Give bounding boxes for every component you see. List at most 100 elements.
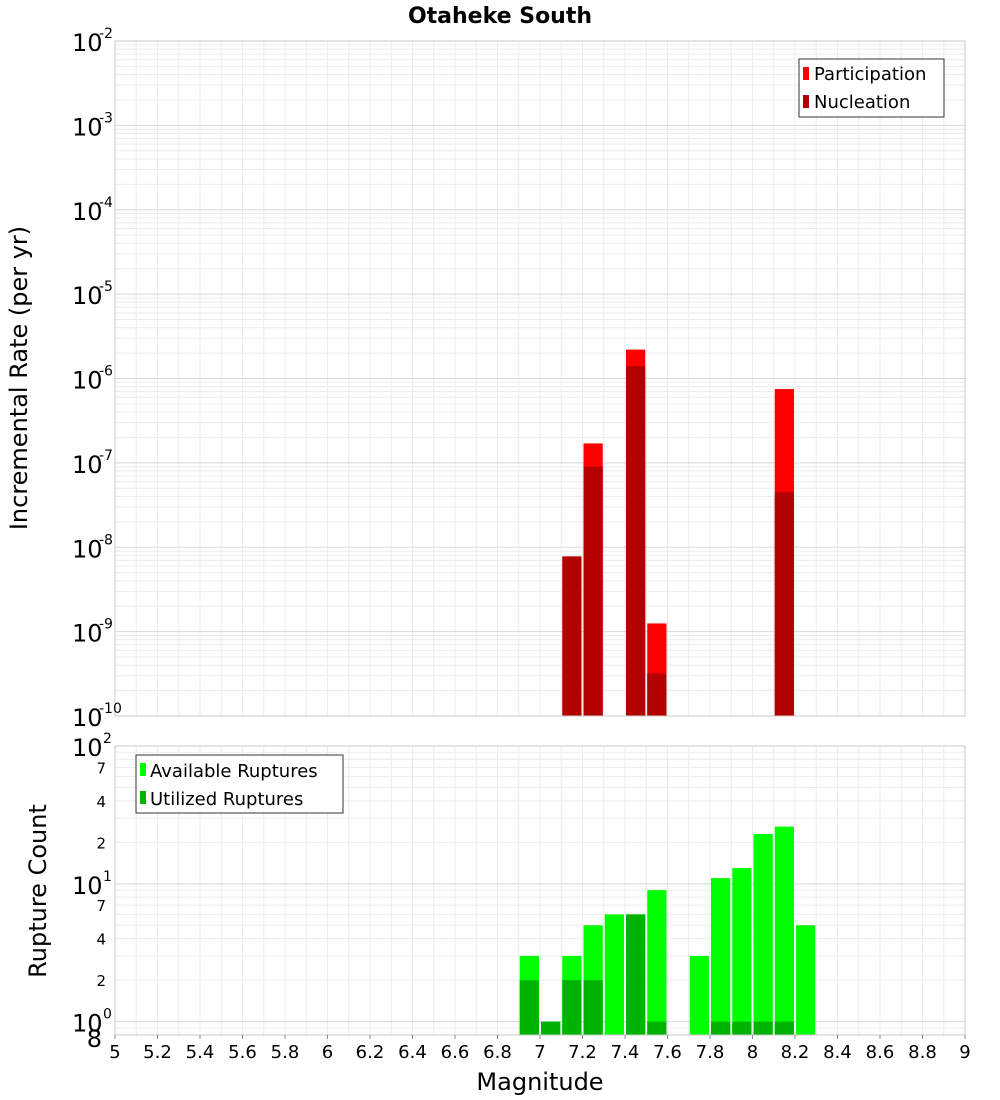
count-y-axis-label: Rupture Count — [24, 804, 52, 978]
x-tick-label: 8 — [747, 1042, 758, 1063]
count-bars — [519, 826, 816, 1035]
rate-y-tick-exponent: -6 — [99, 364, 113, 380]
legend-swatch-available — [140, 763, 146, 776]
x-ticks: 5 5.2 5.4 5.6 5.8 6 6.2 6.4 6.6 6.8 7 7.2 7.4 7.6 7.8 8… — [109, 1035, 971, 1063]
x-tick-label: 5.4 — [186, 1042, 215, 1063]
count-y-minor-tick-label: 4 — [96, 793, 106, 811]
x-axis-label: Magnitude — [476, 1068, 603, 1096]
nucleation-bar — [583, 466, 603, 716]
available-bar — [647, 890, 667, 1035]
rate-y-tick-exponent: -9 — [99, 617, 113, 633]
x-tick-label: 5.8 — [271, 1042, 300, 1063]
utilized-bar — [626, 914, 646, 1035]
x-tick-label: 6.2 — [356, 1042, 385, 1063]
rate-bars — [562, 349, 794, 716]
legend-label-available: Available Ruptures — [150, 761, 318, 782]
x-tick-label: 7.4 — [611, 1042, 640, 1063]
x-tick-label: 7.2 — [568, 1042, 597, 1063]
x-tick-label: 8.6 — [866, 1042, 895, 1063]
nucleation-bar — [774, 492, 794, 716]
count-y-minor-tick-label: 4 — [96, 931, 106, 949]
available-bar — [796, 925, 816, 1035]
utilized-bar — [711, 1021, 731, 1035]
x-tick-label: 7.8 — [696, 1042, 725, 1063]
rate-y-tick-label: 10 — [72, 113, 103, 141]
x-tick-label: 6.4 — [398, 1042, 427, 1063]
rate-y-tick-label: 10 — [72, 704, 103, 732]
count-y-tick-exponent: 2 — [103, 731, 112, 747]
available-bar — [689, 955, 709, 1035]
rate-grid — [114, 41, 966, 717]
rate-y-tick-exponent: -5 — [99, 279, 113, 295]
x-tick-label: 8.2 — [781, 1042, 810, 1063]
utilized-bar — [562, 980, 582, 1035]
legend-swatch-participation — [803, 67, 809, 80]
x-tick-label: 6.6 — [441, 1042, 470, 1063]
count-y-minor-tick-label: 7 — [96, 759, 106, 777]
count-y-minor-tick-label: 8 — [87, 1025, 102, 1053]
x-tick-label: 8.8 — [908, 1042, 937, 1063]
count-y-tick-label: 10 — [72, 734, 103, 762]
x-tick-label: 7 — [534, 1042, 545, 1063]
nucleation-bar — [562, 556, 582, 716]
utilized-bar — [774, 1021, 794, 1035]
x-tick-label: 7.6 — [653, 1042, 682, 1063]
rate-y-tick-label: 10 — [72, 367, 103, 395]
rate-y-tick-label: 10 — [72, 535, 103, 563]
count-legend: Available Ruptures Utilized Ruptures — [135, 754, 344, 814]
chart-title: Otaheke South — [408, 4, 592, 29]
rate-y-tick-label: 10 — [72, 620, 103, 648]
count-y-tick-label: 10 — [72, 1010, 103, 1038]
rate-y-tick-exponent: -10 — [99, 701, 122, 717]
count-y-minor-tick-label: 2 — [96, 972, 106, 990]
count-y-minor-tick-label: 2 — [96, 834, 106, 852]
legend-label-participation: Participation — [814, 64, 926, 85]
utilized-bar — [541, 1021, 561, 1035]
x-tick-label: 5 — [109, 1042, 120, 1063]
rate-y-tick-exponent: -8 — [99, 532, 113, 548]
available-bar — [604, 914, 624, 1035]
rate-y-tick-label: 10 — [72, 451, 103, 479]
rate-y-tick-exponent: -7 — [99, 448, 113, 464]
count-legend-box — [135, 754, 344, 814]
count-y-tick-exponent: 0 — [103, 1007, 112, 1023]
legend-swatch-nucleation — [803, 95, 809, 108]
rate-y-tick-label: 10 — [72, 282, 103, 310]
rate-y-tick-exponent: -4 — [99, 195, 113, 211]
rate-plot-border — [114, 40, 966, 717]
count-y-tick-label: 10 — [72, 872, 103, 900]
nucleation-bar — [626, 366, 646, 716]
nucleation-bar — [647, 673, 667, 716]
utilized-bar — [519, 980, 539, 1035]
available-bar — [711, 878, 731, 1035]
count-y-minor-tick-label: 7 — [96, 897, 106, 915]
rate-y-tick-label: 10 — [72, 198, 103, 226]
rate-legend: Participation Nucleation — [798, 58, 945, 118]
count-y-tick-exponent: 1 — [103, 869, 112, 885]
utilized-bar — [583, 980, 603, 1035]
x-tick-label: 5.6 — [228, 1042, 257, 1063]
utilized-bar — [732, 1021, 752, 1035]
x-tick-label: 6 — [322, 1042, 333, 1063]
utilized-bar — [647, 1021, 667, 1035]
rate-y-axis-label: Incremental Rate (per yr) — [5, 226, 33, 530]
available-bar — [774, 826, 794, 1035]
x-tick-label: 9 — [959, 1042, 970, 1063]
rate-y-tick-exponent: -2 — [99, 26, 113, 42]
utilized-bar — [753, 1021, 773, 1035]
legend-swatch-utilized — [140, 791, 146, 804]
rate-legend-box — [798, 58, 945, 118]
x-tick-label: 6.8 — [483, 1042, 512, 1063]
legend-label-nucleation: Nucleation — [814, 92, 910, 113]
rate-y-tick-label: 10 — [72, 29, 103, 57]
legend-label-utilized: Utilized Ruptures — [150, 789, 303, 810]
rate-y-tick-exponent: -3 — [99, 110, 113, 126]
x-tick-label: 5.2 — [143, 1042, 172, 1063]
available-bar — [753, 833, 773, 1035]
available-bar — [732, 868, 752, 1035]
